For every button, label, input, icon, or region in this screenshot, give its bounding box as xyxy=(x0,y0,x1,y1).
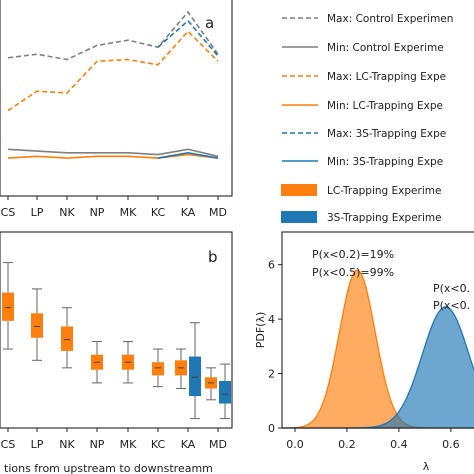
panel-a-x-tick-md: MD xyxy=(209,206,227,219)
panel-c-y-tick-4: 4 xyxy=(268,313,275,326)
annotation-3s-2: P(x<0. xyxy=(433,299,470,312)
panel-a-x-tick-cs: CS xyxy=(1,206,16,219)
panel-b-x-tick-ka: KA xyxy=(181,438,196,451)
panel-a-lines xyxy=(7,10,219,159)
panel-a-series-1 xyxy=(7,148,219,158)
panel-b-box-lp-0 xyxy=(31,288,43,361)
panel-b-x-tick-md: MD xyxy=(209,438,227,451)
panel-c-x-tick-0.2: 0.2 xyxy=(338,438,356,451)
panel-b-box-nk-0 xyxy=(61,307,73,369)
panel-a-series-5 xyxy=(157,151,219,159)
panel-b-boxes xyxy=(2,262,231,420)
legend-label-1: Min: Control Experime xyxy=(327,42,444,54)
panel-a-x-tick-ka: KA xyxy=(181,206,196,219)
panel-b-x-tick-kc: KC xyxy=(151,438,166,451)
annotation-lc-2: P(x<0.5)=99% xyxy=(312,266,394,279)
panel-c-x-tick-0.6: 0.6 xyxy=(442,438,460,451)
panel-a-label: a xyxy=(205,14,214,32)
legend-label-4: Max: 3S-Trapping Expe xyxy=(327,128,446,140)
panel-c-frame xyxy=(281,231,474,429)
panel-a-series-0 xyxy=(7,10,219,61)
panel-b-label: b xyxy=(208,248,218,266)
panel-b-box-ka-0 xyxy=(175,348,187,390)
panel-b-box-ka-1 xyxy=(189,322,201,420)
panel-a-x-tick-kc: KC xyxy=(151,206,166,219)
panel-a-x-tick-np: NP xyxy=(90,206,105,219)
panel-b-box-cs-0 xyxy=(2,262,14,350)
panel-b-x-ticks: CS LP NK NP MK KC KA MD xyxy=(1,428,227,451)
legend-label-7: 3S-Trapping Experime xyxy=(327,212,442,224)
legend-label-0: Max: Control Experimen xyxy=(327,13,453,25)
legend-label-6: LC-Trapping Experime xyxy=(327,185,441,197)
panel-b-box-mk-0 xyxy=(122,341,134,384)
legend-label-5: Min: 3S-Trapping Expe xyxy=(327,156,443,168)
panel-b-frame xyxy=(0,231,233,429)
panel-c-ticks: 0.0 0.2 0.4 0.6 0 2 4 6 xyxy=(268,259,460,451)
panel-b-x-tick-np: NP xyxy=(90,438,105,451)
panel-c-y-tick-0: 0 xyxy=(268,422,275,435)
panel-c-y-tick-6: 6 xyxy=(268,259,275,272)
panel-a-x-tick-lp: LP xyxy=(31,206,44,219)
panel-c-x-tick-0.0: 0.0 xyxy=(286,438,304,451)
panel-b: CS LP NK NP MK KC KA MD b tions from upstream t… xyxy=(0,231,233,474)
panel-a: CS LP NK NP MK KC KA MD a xyxy=(0,0,233,219)
panel-b-box-np-0 xyxy=(91,341,103,384)
panel-b-x-tick-nk: NK xyxy=(59,438,75,451)
legend-label-2: Max: LC-Trapping Expe xyxy=(327,71,446,83)
panel-a-frame xyxy=(0,0,233,197)
panel-c-x-tick-0.4: 0.4 xyxy=(390,438,408,451)
panel-b-x-tick-cs: CS xyxy=(1,438,16,451)
panel-a-series-3 xyxy=(7,153,219,159)
legend-swatch-6 xyxy=(281,184,317,196)
panel-c-x-axis-title: λ xyxy=(423,460,430,473)
panel-a-series-2 xyxy=(7,30,219,112)
panel-c-y-axis-title: PDF(λ) xyxy=(254,312,267,349)
annotation-3s-1: P(x<0. xyxy=(433,282,470,295)
legend-swatch-7 xyxy=(281,211,317,223)
panel-b-x-tick-mk: MK xyxy=(120,438,137,451)
panel-c: 0.0 0.2 0.4 0.6 0 2 4 6 PDF(λ) λ P(x<0.2)=19% P… xyxy=(254,231,474,473)
panel-b-box-md-0 xyxy=(205,367,217,401)
panel-b-x-axis-title: tions from upstream to downstreamm xyxy=(4,462,213,474)
legend-label-3: Min: LC-Trapping Expe xyxy=(327,100,443,112)
panel-b-x-tick-lp: LP xyxy=(31,438,44,451)
panel-b-box-md-1 xyxy=(219,363,231,420)
panel-b-box-kc-0 xyxy=(152,348,164,388)
panel-a-x-ticks: CS LP NK NP MK KC KA MD xyxy=(1,196,227,219)
annotation-lc-1: P(x<0.2)=19% xyxy=(312,248,394,261)
legend: Max: Control Experimen Min: Control Exper… xyxy=(281,13,453,224)
panel-c-y-tick-2: 2 xyxy=(268,368,275,381)
panel-a-x-tick-nk: NK xyxy=(59,206,75,219)
panel-a-x-tick-mk: MK xyxy=(120,206,137,219)
